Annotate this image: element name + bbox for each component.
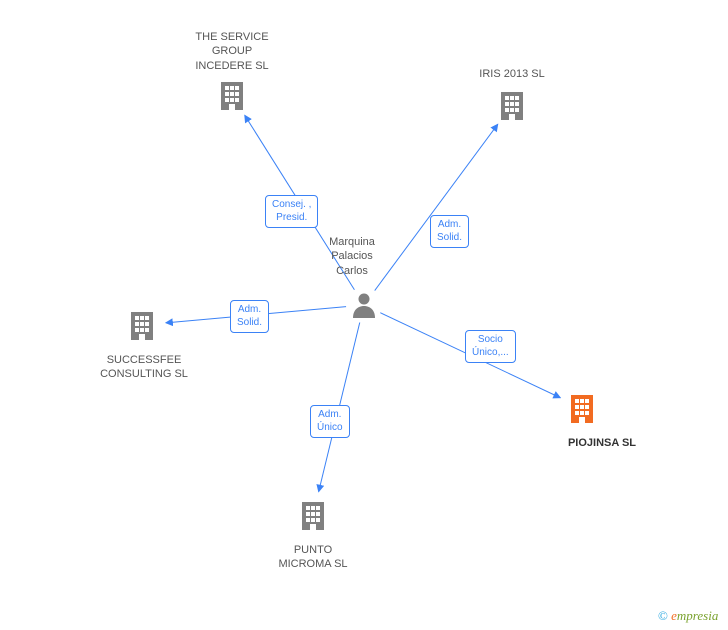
edge-line xyxy=(375,124,498,290)
brand-rest: mpresia xyxy=(677,608,718,623)
edge-label: Adm. Solid. xyxy=(430,215,469,248)
company-label: IRIS 2013 SL xyxy=(457,67,567,81)
company-label: THE SERVICE GROUP INCEDERE SL xyxy=(177,30,287,73)
copyright-symbol: © xyxy=(658,608,668,623)
edge-label: Socio Único,... xyxy=(465,330,516,363)
company-label: SUCCESSFEE CONSULTING SL xyxy=(89,353,199,382)
edge-label: Adm. Único xyxy=(310,405,350,438)
edge-label: Consej. , Presid. xyxy=(265,195,318,228)
edge-label: Adm. Solid. xyxy=(230,300,269,333)
attribution: © empresia xyxy=(658,608,718,624)
person-label: Marquina Palacios Carlos xyxy=(317,235,387,278)
company-label: PIOJINSA SL xyxy=(547,436,657,450)
company-label: PUNTO MICROMA SL xyxy=(258,543,368,572)
